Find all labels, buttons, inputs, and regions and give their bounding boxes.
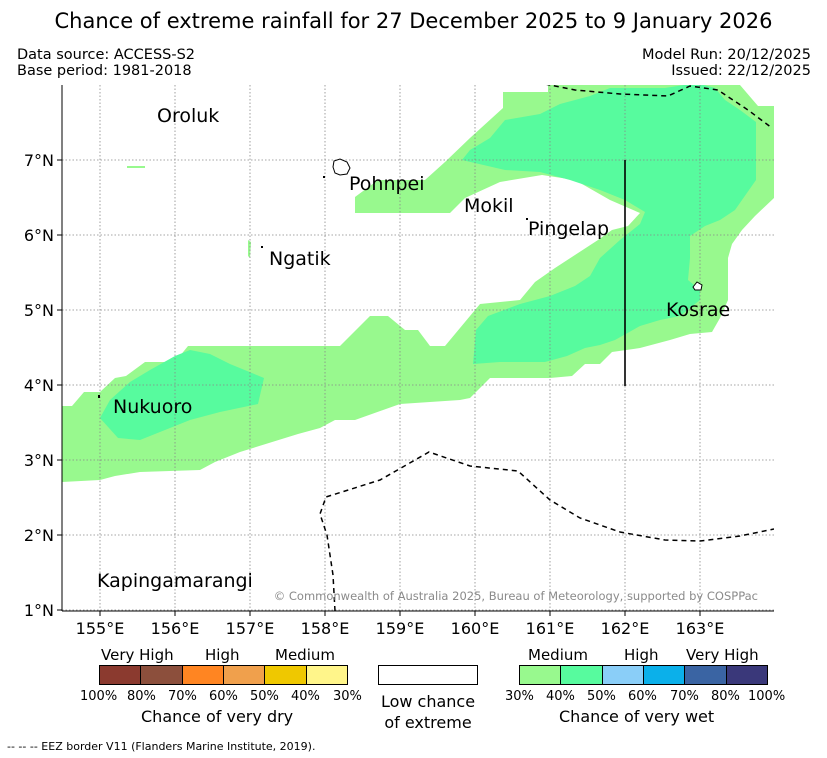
lat-label-6n: 6°N: [24, 226, 54, 245]
base-period: Base period: 1981-2018: [17, 63, 192, 79]
low-chance-line1: Low chance: [380, 692, 476, 711]
lon-label-158e: 158°E: [301, 619, 350, 638]
tick-marks: [57, 159, 701, 616]
wet-fleck-oroluk: [127, 166, 145, 168]
wet-pct-50: 50%: [587, 689, 616, 704]
dry-swatch-1: [100, 666, 141, 684]
lon-label-162e: 162°E: [601, 619, 650, 638]
eez-border-note: -- -- -- EEZ border V11 (Flanders Marine…: [7, 740, 316, 753]
place-kapingamarangi: Kapingamarangi: [97, 570, 253, 592]
lon-label-156e: 156°E: [151, 619, 200, 638]
lon-label-160e: 160°E: [451, 619, 500, 638]
wet-medium-high-area-east: [462, 85, 756, 364]
lon-label-159e: 159°E: [376, 619, 425, 638]
dry-medium-label: Medium: [275, 646, 335, 664]
pohnpei-reef: [323, 176, 325, 178]
place-oroluk: Oroluk: [157, 105, 219, 127]
data-source: Data source: ACCESS-S2: [17, 47, 196, 63]
place-pohnpei: Pohnpei: [349, 173, 425, 195]
wet-medium-high-area-west: [100, 350, 264, 440]
map-title: Chance of extreme rainfall for 27 Decemb…: [54, 9, 773, 33]
dry-pct-80: 80%: [127, 689, 156, 704]
wet-high-label: High: [624, 646, 659, 664]
dry-pct-40: 40%: [291, 689, 320, 704]
dry-swatch-3: [181, 666, 223, 684]
lat-label-1n: 1°N: [24, 601, 54, 620]
dry-pct-70: 70%: [168, 689, 197, 704]
lon-label-163e: 163°E: [676, 619, 725, 638]
dry-swatch-4: [222, 666, 265, 684]
model-run: Model Run: 20/12/2025: [641, 47, 811, 63]
dry-pct-100: 100%: [80, 689, 118, 704]
wet-swatch-3: [601, 666, 643, 684]
lon-label-155e: 155°E: [76, 619, 125, 638]
wet-pct-100: 100%: [748, 689, 786, 704]
place-kosrae: Kosrae: [666, 299, 730, 321]
rainfall-map: 7°N 6°N 5°N 4°N 3°N 2°N 1°N 155°E 156°E …: [24, 85, 774, 638]
wet-swatch-4: [642, 666, 685, 684]
lat-label-4n: 4°N: [24, 376, 54, 395]
wet-pct-70: 70%: [670, 689, 699, 704]
place-pingelap: Pingelap: [528, 218, 609, 240]
place-mokil: Mokil: [464, 195, 514, 217]
dry-very-high-label: Very High: [101, 646, 174, 664]
wet-pct-30: 30%: [505, 689, 534, 704]
graticule: [62, 85, 774, 611]
dry-high-label: High: [205, 646, 240, 664]
wet-pct-40: 40%: [546, 689, 575, 704]
dry-pct-30: 30%: [333, 689, 362, 704]
low-chance-fill: [379, 666, 477, 684]
dry-pct-60: 60%: [209, 689, 238, 704]
wet-swatch-5: [684, 666, 726, 684]
copyright-notice: © Commonwealth of Australia 2025, Bureau…: [274, 589, 758, 603]
kosrae-island: [692, 281, 703, 291]
wet-very-high-label: Very High: [686, 646, 759, 664]
dry-swatch-2: [140, 666, 182, 684]
lat-label-2n: 2°N: [24, 526, 54, 545]
ngatik-atoll: [261, 246, 263, 248]
pingelap-atoll: [526, 218, 528, 220]
lat-label-7n: 7°N: [24, 151, 54, 170]
lon-label-161e: 161°E: [526, 619, 575, 638]
low-chance-swatch: [378, 665, 478, 685]
wet-swatch-6: [725, 666, 767, 684]
wet-color-bar: [519, 665, 768, 685]
wet-swatch-2: [560, 666, 602, 684]
wet-medium-label: Medium: [528, 646, 588, 664]
dry-caption: Chance of very dry: [141, 707, 294, 726]
wet-swatch-1: [520, 666, 561, 684]
wet-caption: Chance of very wet: [559, 707, 715, 726]
dry-swatch-5: [264, 666, 306, 684]
nukuoro-atoll: [98, 395, 100, 398]
low-chance-line2: of extreme: [384, 713, 472, 732]
wet-pct-60: 60%: [628, 689, 657, 704]
eez-border: [319, 85, 774, 611]
lat-label-5n: 5°N: [24, 301, 54, 320]
wet-fleck-ngatik: [248, 240, 251, 258]
dry-color-bar: [99, 665, 348, 685]
lon-label-157e: 157°E: [226, 619, 275, 638]
wet-pct-80: 80%: [711, 689, 740, 704]
dry-pct-50: 50%: [250, 689, 279, 704]
place-ngatik: Ngatik: [269, 248, 331, 270]
pohnpei-island: [332, 158, 351, 176]
place-nukuoro: Nukuoro: [113, 396, 192, 418]
issued-date: Issued: 22/12/2025: [671, 63, 811, 79]
dry-swatch-6: [305, 666, 347, 684]
lat-label-3n: 3°N: [24, 451, 54, 470]
